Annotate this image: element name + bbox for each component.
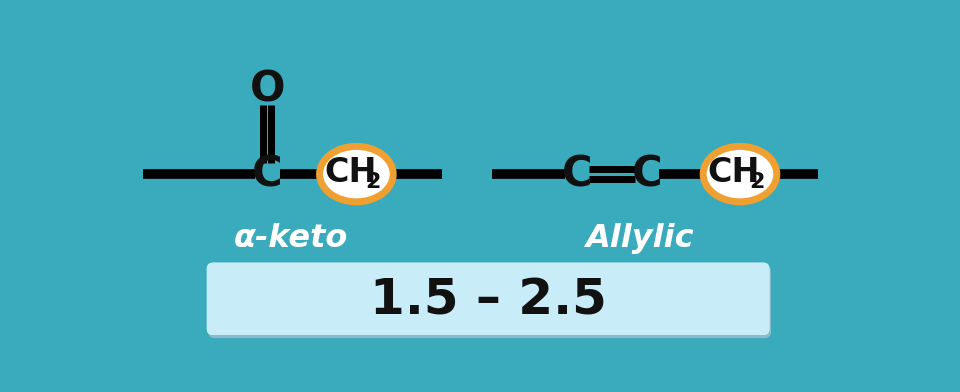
Text: 2: 2 [750,172,765,192]
FancyBboxPatch shape [206,263,770,335]
Text: CH: CH [324,156,376,189]
Text: Allylic: Allylic [585,223,693,254]
Text: C: C [632,153,662,195]
Text: 2: 2 [366,172,381,192]
Text: C: C [252,153,282,195]
Ellipse shape [703,146,777,202]
Text: 1.5 – 2.5: 1.5 – 2.5 [370,276,607,324]
FancyBboxPatch shape [206,263,770,335]
Ellipse shape [320,146,394,202]
Text: C: C [562,153,592,195]
Text: α-keto: α-keto [233,223,348,254]
Text: O: O [250,68,285,111]
Text: CH: CH [708,156,760,189]
FancyBboxPatch shape [208,266,771,338]
